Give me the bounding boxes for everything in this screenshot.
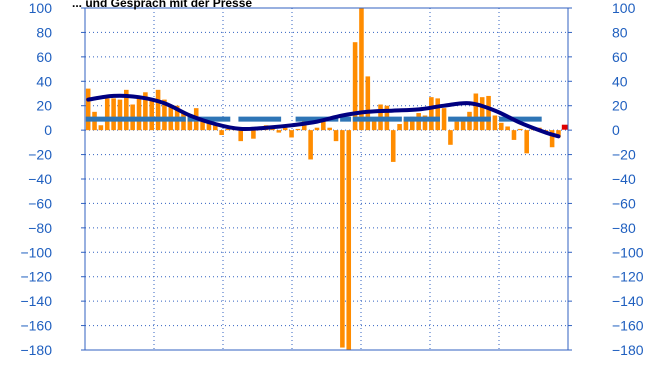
y-tick-label-right: −80 <box>612 220 636 236</box>
bar <box>276 130 282 133</box>
bar <box>124 89 129 131</box>
bar <box>556 130 561 138</box>
y-tick-label-left: −60 <box>28 195 52 211</box>
y-tick-label-left: −80 <box>28 220 52 236</box>
bar <box>479 97 485 131</box>
smooth-line-series <box>86 93 561 139</box>
y-tick-label-left: 20 <box>36 98 52 114</box>
y-tick-label-left: 80 <box>36 24 52 40</box>
bar <box>98 125 104 131</box>
y-tick-label-right: 20 <box>612 98 628 114</box>
y-tick-label-left: 60 <box>36 49 52 65</box>
bar <box>454 121 460 131</box>
y-tick-label-right: −180 <box>612 342 644 358</box>
bar <box>251 130 256 139</box>
bar <box>518 128 523 131</box>
bar <box>352 42 358 131</box>
bar <box>143 92 148 131</box>
bar <box>289 130 294 138</box>
marker-series <box>561 124 568 130</box>
y-tick-label-left: −40 <box>28 171 52 187</box>
bar <box>371 117 377 131</box>
y-tick-label-right: 40 <box>612 73 628 89</box>
bar <box>327 127 332 131</box>
y-tick-label-right: −120 <box>612 269 644 285</box>
bar <box>155 89 161 131</box>
bar <box>238 130 243 142</box>
y-axis-left: 100 80 60 40 20 0 −20 −40 −60 −80 −100 −120 −140 −160… <box>20 0 85 358</box>
y-tick-label-left: −20 <box>28 147 52 163</box>
bar <box>219 130 224 136</box>
y-tick-label-right: 80 <box>612 24 628 40</box>
bar <box>460 120 466 131</box>
smooth-line <box>86 93 561 139</box>
bar <box>403 119 409 131</box>
bar <box>111 98 116 131</box>
bar <box>200 121 205 131</box>
y-tick-label-left: 0 <box>44 122 52 138</box>
bar <box>511 130 517 140</box>
bar <box>295 128 301 131</box>
y-axis-right: 100 80 60 40 20 0 −20 −40 −60 −80 −100 −120 −140 −160… <box>568 0 644 358</box>
bar <box>117 99 123 131</box>
y-tick-label-right: −160 <box>612 318 644 334</box>
y-tick-label-right: 0 <box>612 122 620 138</box>
bar <box>486 95 491 131</box>
bar <box>448 130 453 145</box>
y-tick-label-right: −140 <box>612 293 644 309</box>
bar <box>473 93 479 131</box>
y-tick-label-right: −40 <box>612 171 636 187</box>
bar <box>270 128 275 131</box>
y-tick-label-left: −160 <box>20 318 52 334</box>
bar <box>162 99 167 131</box>
bar <box>282 127 288 131</box>
bar <box>492 115 498 131</box>
bar <box>187 116 193 131</box>
bar <box>524 130 529 154</box>
y-tick-label-right: 100 <box>612 0 636 16</box>
y-tick-label-left: −180 <box>20 342 52 358</box>
y-tick-label-right: −20 <box>612 147 636 163</box>
bar <box>212 125 218 131</box>
grid <box>85 7 568 351</box>
y-tick-label-left: −140 <box>20 293 52 309</box>
bar <box>206 120 212 131</box>
bar <box>359 8 364 131</box>
bar <box>321 120 326 131</box>
bar <box>346 130 352 350</box>
bar <box>136 95 142 131</box>
last-value-marker <box>561 124 568 130</box>
bar <box>435 98 441 131</box>
bar <box>390 130 396 162</box>
bar <box>104 98 110 131</box>
bar <box>397 124 402 131</box>
bar <box>149 98 155 131</box>
bar <box>429 97 434 131</box>
bar <box>308 130 313 160</box>
bar <box>314 127 320 131</box>
y-tick-label-left: −100 <box>20 244 52 260</box>
y-tick-label-right: −60 <box>612 195 636 211</box>
bar <box>410 116 415 131</box>
y-tick-label-left: 100 <box>29 0 53 16</box>
bar <box>549 130 555 148</box>
bar <box>365 76 371 131</box>
y-tick-label-right: −100 <box>612 244 644 260</box>
bar <box>85 88 91 131</box>
y-tick-label-left: 40 <box>36 73 52 89</box>
bar <box>422 115 428 131</box>
bar <box>225 128 231 131</box>
bar <box>333 130 339 142</box>
y-tick-label-left: −120 <box>20 269 52 285</box>
bar <box>505 126 510 131</box>
bar <box>441 108 447 131</box>
bar <box>498 122 504 131</box>
chart-title: ... und Gespräch mit der Presse <box>72 0 253 10</box>
y-tick-label-right: 60 <box>612 49 628 65</box>
bar <box>340 130 345 348</box>
